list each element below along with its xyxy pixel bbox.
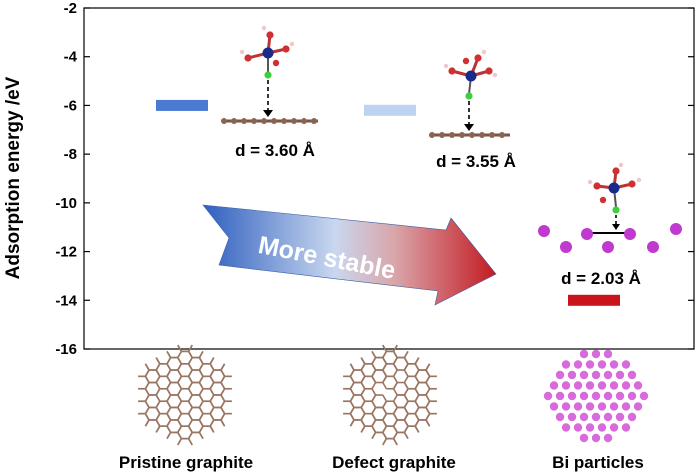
energy-bar-3 <box>568 294 620 306</box>
defect-lattice-icon <box>343 344 437 446</box>
distance-label-bi: d = 2.03 Å <box>561 269 641 288</box>
energy-bar-2 <box>364 104 416 116</box>
bi-particle-array-icon <box>543 349 649 443</box>
y-axis-label: Adsorption energy /eV <box>3 76 24 279</box>
gradient-arrow-shape <box>202 204 497 306</box>
distance-label-defect: d = 3.55 Å <box>436 152 516 171</box>
y-tick-label: -4 <box>64 49 78 66</box>
molecule-defect <box>429 49 510 138</box>
plot-frame <box>83 7 695 350</box>
molecule-bi <box>538 162 682 253</box>
category-labels: Pristine graphite Defect graphite Bi parti… <box>119 453 644 472</box>
y-axis: -2 -4 -6 -8 -10 -12 -14 -16 <box>55 0 694 358</box>
distance-label-pristine: d = 3.60 Å <box>235 141 315 160</box>
y-tick-label: -8 <box>64 146 77 163</box>
more-stable-arrow: More stable <box>202 204 497 306</box>
energy-bar-1 <box>156 99 208 111</box>
category-label-1: Pristine graphite <box>119 453 253 472</box>
y-tick-label: -10 <box>55 195 77 212</box>
y-tick-label: -14 <box>55 292 77 309</box>
energy-bars <box>156 99 620 306</box>
category-label-2: Defect graphite <box>332 453 456 472</box>
y-tick-label: -12 <box>55 244 77 261</box>
y-tick-label: -6 <box>64 97 77 114</box>
category-label-3: Bi particles <box>552 453 644 472</box>
molecule-pristine <box>221 25 318 124</box>
y-tick-label: -16 <box>55 341 77 358</box>
y-tick-label: -2 <box>64 0 77 17</box>
graphite-lattice-icon <box>138 344 232 446</box>
